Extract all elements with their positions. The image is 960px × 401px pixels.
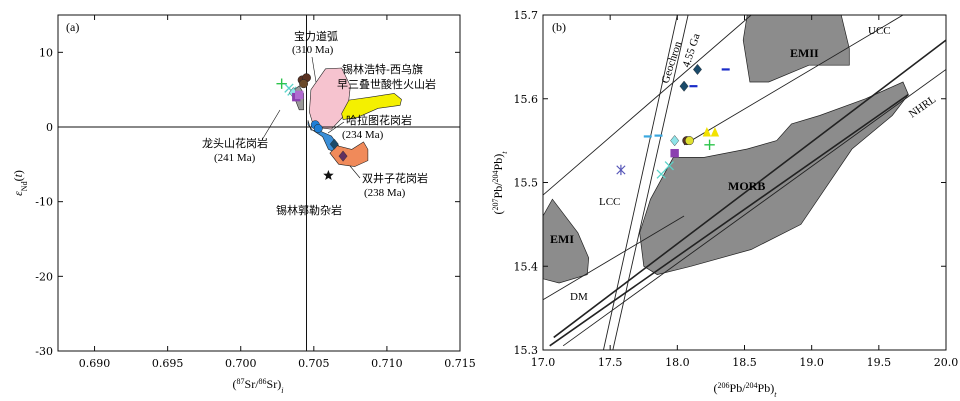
label-baolidao: 宝力道弧 bbox=[294, 29, 338, 43]
field-b-0 bbox=[742, 15, 850, 83]
data-point-x-b1 bbox=[656, 169, 666, 179]
field-b-1 bbox=[639, 81, 909, 275]
panel-b-y-tick-label-4: 15.7 bbox=[514, 9, 539, 22]
panel-a-y-tick-label-2: -10 bbox=[35, 196, 53, 209]
data-point-square-a5 bbox=[295, 90, 304, 100]
panel-a-y-tick-label-3: 0 bbox=[46, 121, 53, 134]
panel-b-x-tick-label-4: 19.0 bbox=[799, 356, 824, 369]
label-xilin-1: 锡林浩特-西乌旗 bbox=[342, 62, 423, 76]
label-halatu-age: (234 Ma) bbox=[342, 129, 384, 141]
panel-b-label: (b) bbox=[552, 20, 566, 34]
panel-a-x-tick-label-0: 0.690 bbox=[79, 357, 111, 370]
panel-b-x-tick-label-2: 18.0 bbox=[665, 356, 690, 369]
data-point-diamond-b4 bbox=[670, 135, 680, 147]
panel-b-points bbox=[616, 63, 730, 179]
panel-a-ylabel: εNd(t) bbox=[11, 170, 29, 196]
label-baolidao-age: (310 Ma) bbox=[292, 44, 334, 56]
label-shuangjing-age: (238 Ma) bbox=[364, 187, 406, 199]
data-point-square-b3 bbox=[670, 148, 679, 158]
panel-a: 0.690 0.695 0.700 0.705 0.710 0.715 -30 -20 -10 0… bbox=[11, 14, 476, 395]
reference-line-b-0 bbox=[603, 15, 678, 350]
panel-b-y-tick-label-1: 15.4 bbox=[514, 260, 539, 273]
label-nhrl: NHRL bbox=[907, 93, 939, 120]
data-point-star-a13 bbox=[323, 170, 334, 180]
leader-halatu bbox=[327, 121, 345, 134]
panel-a-y-tick-label-4: 10 bbox=[39, 46, 53, 59]
panel-a-y-tick-label-0: -30 bbox=[35, 345, 53, 358]
panel-a-label: (a) bbox=[66, 20, 79, 34]
field-a-1 bbox=[341, 93, 402, 120]
label-longtou-age: (241 Ma) bbox=[214, 152, 256, 164]
label-shuangjing: 双井子花岗岩 bbox=[362, 171, 428, 185]
label-xilin-2: 早三叠世酸性火山岩 bbox=[337, 77, 436, 91]
label-xilinguole: 锡林郭勒杂岩 bbox=[276, 203, 342, 217]
label-morb: MORB bbox=[728, 179, 765, 193]
panel-b-x-tick-label-3: 18.5 bbox=[732, 356, 757, 369]
panel-a-x-tick-label-1: 0.695 bbox=[152, 357, 184, 370]
reference-line-b-5 bbox=[553, 39, 946, 339]
leader-longtou bbox=[261, 109, 281, 141]
data-point-asterisk-b0 bbox=[616, 164, 626, 176]
panel-a-x-tick-label-5: 0.715 bbox=[444, 357, 476, 370]
label-emii: EMII bbox=[790, 46, 819, 60]
panel-a-xlabel: (87Sr/86Sr)i bbox=[233, 377, 284, 395]
data-point-triangle-b7 bbox=[702, 127, 712, 137]
leader-shuangjing bbox=[349, 165, 361, 179]
reference-line-b-1 bbox=[612, 15, 689, 350]
panel-b-x-tick-label-6: 20.0 bbox=[934, 356, 959, 369]
label-dm: DM bbox=[570, 291, 588, 303]
label-ucc: UCC bbox=[868, 25, 891, 37]
data-point-diamond-a12 bbox=[338, 150, 348, 162]
panel-a-x-tick-label-2: 0.700 bbox=[225, 357, 257, 370]
data-point-circle-a10 bbox=[313, 124, 323, 133]
data-point-circle-a8 bbox=[299, 79, 309, 89]
panel-b-x-tick-label-5: 19.5 bbox=[867, 356, 892, 369]
reference-line-b-3 bbox=[683, 15, 904, 146]
field-b-2 bbox=[543, 198, 590, 284]
panel-a-x-tick-label-3: 0.705 bbox=[298, 357, 330, 370]
label-emi: EMI bbox=[550, 232, 574, 246]
reference-line-b-7 bbox=[562, 69, 946, 347]
reference-line-b-4 bbox=[543, 215, 685, 301]
panel-a-points bbox=[276, 73, 348, 180]
reference-line-b-6 bbox=[549, 93, 909, 347]
data-point-diamond-b13 bbox=[693, 63, 702, 75]
panel-b-ylabel: (207Pb/204Pb)t bbox=[491, 151, 509, 215]
panel-b-y-tick-label-2: 15.5 bbox=[514, 177, 539, 190]
data-point-circle-b6 bbox=[684, 136, 694, 146]
data-point-plus-b9 bbox=[704, 139, 715, 151]
panel-a-reference-lines bbox=[58, 15, 460, 351]
panel-b-x-tick-label-0: 17.0 bbox=[531, 356, 556, 369]
leader-baolidao bbox=[311, 56, 317, 83]
panel-b-x-tick-label-1: 17.5 bbox=[598, 356, 623, 369]
label-lcc: LCC bbox=[599, 196, 620, 208]
data-point-diamond-a11 bbox=[329, 138, 339, 150]
panel-b-xlabel: (206Pb/204Pb)t bbox=[714, 381, 778, 399]
label-longtou: 龙头山花岗岩 bbox=[202, 136, 268, 150]
panel-b-fields bbox=[543, 15, 909, 284]
panel-b-y-tick-label-0: 15.3 bbox=[514, 344, 539, 357]
panel-b-y-tick-label-3: 15.6 bbox=[514, 93, 539, 106]
panel-b-lines bbox=[543, 15, 946, 350]
panel-a-y-tick-label-1: -20 bbox=[35, 270, 53, 283]
panel-a-ticks: 0.690 0.695 0.700 0.705 0.710 0.715 -30 -20 -10 0… bbox=[35, 15, 476, 370]
panel-a-x-tick-label-4: 0.710 bbox=[371, 357, 403, 370]
data-point-triangle-b8 bbox=[710, 127, 720, 137]
data-point-diamond-b12 bbox=[679, 80, 689, 92]
data-point-x-b2 bbox=[664, 161, 674, 171]
reference-line-b-2 bbox=[543, 15, 752, 196]
panel-b: 17.0 17.5 18.0 18.5 19.0 19.5 20.0 15.3 15.4 15.5… bbox=[491, 9, 959, 399]
label-geochron-age: 4.55 Ga bbox=[680, 32, 702, 69]
panel-b-ticks: 17.0 17.5 18.0 18.5 19.0 19.5 20.0 15.3 15.4 15.5… bbox=[514, 9, 959, 369]
panel-a-frame bbox=[57, 14, 461, 352]
field-a-3 bbox=[329, 141, 369, 167]
label-halatu: 哈拉图花岗岩 bbox=[346, 113, 412, 127]
